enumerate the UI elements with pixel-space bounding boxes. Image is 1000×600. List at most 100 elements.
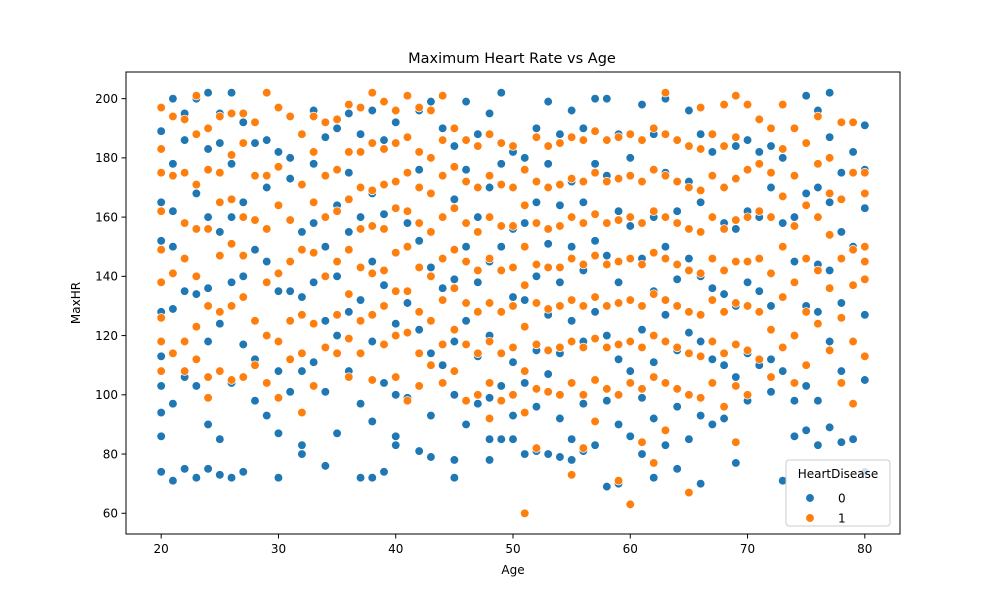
y-tick-label: 160 xyxy=(95,210,118,224)
point-series-1 xyxy=(531,443,542,453)
point-series-1 xyxy=(590,126,600,136)
point-series-1 xyxy=(391,247,401,258)
point-series-1 xyxy=(332,310,342,320)
point-series-1 xyxy=(203,123,213,133)
point-series-1 xyxy=(355,348,366,359)
point-series-0 xyxy=(520,153,530,163)
point-series-1 xyxy=(168,170,178,181)
point-series-0 xyxy=(731,372,741,382)
point-series-0 xyxy=(355,212,366,222)
point-series-1 xyxy=(332,206,342,216)
point-series-1 xyxy=(660,88,671,98)
point-series-1 xyxy=(637,259,647,270)
point-series-1 xyxy=(848,245,858,255)
point-series-1 xyxy=(836,194,847,205)
point-series-1 xyxy=(543,304,553,314)
point-series-0 xyxy=(414,325,424,335)
point-series-0 xyxy=(684,253,694,264)
point-series-0 xyxy=(660,310,671,320)
point-series-0 xyxy=(203,283,213,293)
point-series-1 xyxy=(613,132,624,142)
point-series-1 xyxy=(496,138,506,148)
point-series-1 xyxy=(203,393,213,403)
point-series-0 xyxy=(824,336,835,347)
point-series-1 xyxy=(273,162,284,172)
point-series-0 xyxy=(168,399,178,409)
point-series-1 xyxy=(578,301,589,311)
point-series-1 xyxy=(461,256,471,267)
point-series-1 xyxy=(836,313,847,323)
point-series-1 xyxy=(590,416,600,427)
point-series-1 xyxy=(297,179,307,190)
legend-title: HeartDisease xyxy=(798,467,879,481)
point-series-0 xyxy=(156,126,166,136)
point-series-1 xyxy=(789,378,800,388)
point-series-1 xyxy=(215,366,225,376)
point-series-1 xyxy=(860,274,870,284)
point-series-0 xyxy=(191,381,202,391)
point-series-0 xyxy=(391,431,401,441)
point-series-1 xyxy=(437,91,448,101)
point-series-0 xyxy=(344,227,354,237)
point-series-1 xyxy=(766,325,776,335)
point-series-1 xyxy=(285,256,295,267)
point-series-1 xyxy=(660,170,671,181)
point-series-0 xyxy=(168,304,178,314)
point-series-1 xyxy=(414,102,424,113)
point-series-0 xyxy=(332,123,342,133)
point-series-1 xyxy=(473,141,483,151)
point-series-1 xyxy=(238,138,248,148)
point-series-0 xyxy=(426,410,436,421)
point-series-1 xyxy=(449,245,460,255)
point-series-0 xyxy=(695,197,706,207)
point-series-0 xyxy=(801,425,811,436)
point-series-1 xyxy=(813,212,823,222)
point-series-1 xyxy=(191,129,202,139)
point-series-1 xyxy=(344,99,354,110)
point-series-1 xyxy=(520,165,530,175)
y-tick-label: 140 xyxy=(95,270,118,284)
point-series-0 xyxy=(649,413,659,424)
point-series-1 xyxy=(367,268,377,279)
point-series-1 xyxy=(789,277,800,287)
point-series-0 xyxy=(191,289,202,299)
point-series-1 xyxy=(801,253,811,264)
point-series-0 xyxy=(379,378,389,388)
point-series-0 xyxy=(297,366,307,376)
point-series-0 xyxy=(414,165,424,175)
point-series-1 xyxy=(484,170,495,181)
point-series-0 xyxy=(156,407,166,418)
point-series-0 xyxy=(672,274,682,284)
point-series-1 xyxy=(695,351,706,361)
point-series-1 xyxy=(473,265,483,276)
point-series-1 xyxy=(414,218,424,228)
point-series-1 xyxy=(238,292,248,302)
point-series-0 xyxy=(273,147,284,157)
point-series-1 xyxy=(625,170,635,181)
point-series-0 xyxy=(719,413,729,424)
point-series-1 xyxy=(613,298,624,308)
legend: HeartDisease 0 1 xyxy=(785,459,891,527)
point-series-0 xyxy=(543,239,553,249)
point-series-1 xyxy=(590,333,600,344)
point-series-1 xyxy=(355,182,366,193)
point-series-1 xyxy=(308,147,319,157)
point-series-1 xyxy=(731,173,741,184)
point-series-1 xyxy=(742,212,753,222)
point-series-1 xyxy=(391,105,401,116)
point-series-1 xyxy=(449,325,460,335)
point-series-0 xyxy=(520,449,530,459)
point-series-0 xyxy=(543,369,553,379)
point-series-0 xyxy=(391,390,401,400)
point-series-0 xyxy=(566,434,577,444)
point-series-1 xyxy=(156,336,166,347)
point-series-1 xyxy=(250,170,260,181)
point-series-0 xyxy=(484,182,495,193)
point-series-0 xyxy=(766,301,776,311)
point-series-1 xyxy=(590,209,600,219)
point-series-1 xyxy=(742,301,753,311)
point-series-1 xyxy=(344,289,354,299)
point-series-1 xyxy=(449,162,460,172)
point-series-1 xyxy=(426,153,436,163)
point-series-1 xyxy=(297,129,307,139)
